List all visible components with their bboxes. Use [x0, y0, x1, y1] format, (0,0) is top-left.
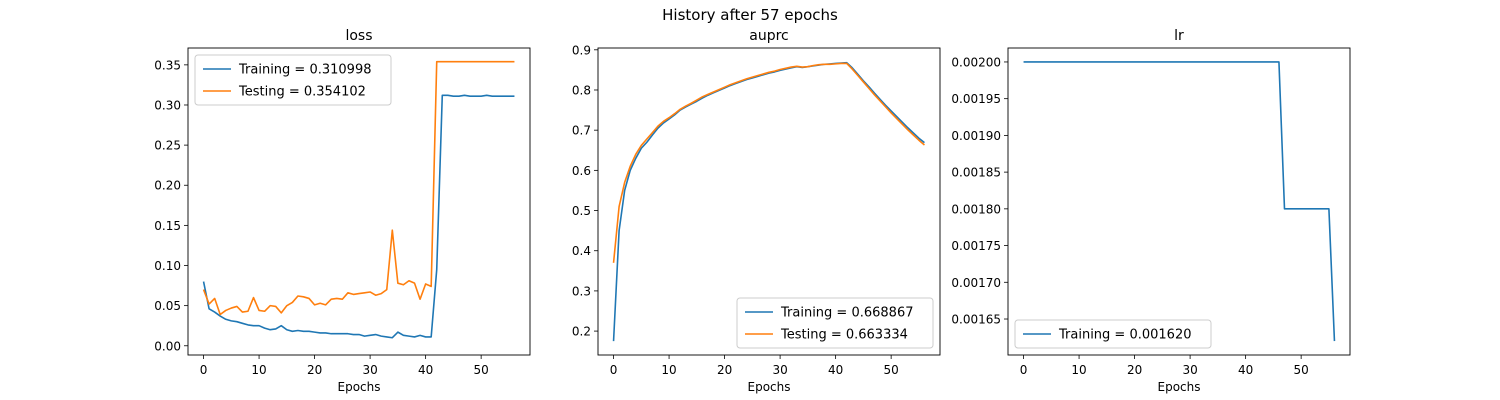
- y-tick-label: 0.00175: [951, 239, 1001, 253]
- plot-frame: [597, 47, 941, 356]
- x-tick-label: 50: [884, 363, 899, 377]
- y-tick-label: 0.00190: [951, 129, 1001, 143]
- y-tick-label: 0.8: [572, 83, 591, 97]
- y-tick-label: 0.00180: [951, 202, 1001, 216]
- legend-box: [736, 297, 934, 349]
- legend: Training = 0.310998 Testing = 0.354102: [194, 54, 392, 106]
- y-tick-label: 0.15: [154, 219, 181, 233]
- chart-title: auprc: [749, 28, 788, 44]
- legend-entry-label: Training = 0.668867: [780, 306, 913, 321]
- plot-frame: [1007, 47, 1351, 356]
- y-tick-label: 0.35: [154, 58, 181, 72]
- chart-panel-loss: loss 0 10 20 30 40 50 0.00 0.05 0.10 0.15 0.20 0.25 0…: [154, 28, 531, 394]
- x-tick-label: 10: [661, 363, 676, 377]
- chart-panel-lr: lr 0 10 20 30 40 50 0.00165 0.00170 0.00175 0.0018…: [951, 28, 1351, 394]
- y-tick-label: 0.00195: [951, 92, 1001, 106]
- x-tick-label: 50: [474, 363, 489, 377]
- y-tick-label: 0.10: [154, 259, 181, 273]
- y-tick-label: 0.30: [154, 98, 181, 112]
- y-tick-label: 0.9: [572, 43, 591, 57]
- legend: Training = 0.668867 Testing = 0.663334: [736, 297, 934, 349]
- x-tick-label: 10: [1071, 363, 1086, 377]
- series-line-training: [1023, 61, 1336, 342]
- x-tick-label: 0: [1020, 363, 1028, 377]
- series-line-training: [202, 94, 515, 339]
- x-tick-label: 0: [200, 363, 208, 377]
- y-tick-label: 0.3: [572, 284, 591, 298]
- y-tick-label: 0.00200: [951, 55, 1001, 69]
- y-tick-label: 0.05: [154, 299, 181, 313]
- figure-suptitle: History after 57 epochs: [662, 6, 838, 24]
- chart-title: loss: [345, 28, 372, 44]
- x-tick-label: 20: [1127, 363, 1142, 377]
- x-tick-label: 40: [418, 363, 433, 377]
- x-tick-label: 0: [610, 363, 618, 377]
- legend-entry-label: Training = 0.001620: [1058, 328, 1191, 343]
- chart-panel-auprc: auprc 0 10 20 30 40 50 0.2 0.3 0.4 0.5 0.6 0.7 0.8 0.9…: [572, 28, 941, 394]
- x-tick-label: 40: [828, 363, 843, 377]
- legend-box: [1014, 319, 1212, 349]
- x-tick-label: 10: [251, 363, 266, 377]
- y-tick-label: 0.20: [154, 179, 181, 193]
- x-tick-label: 30: [1182, 363, 1197, 377]
- x-tick-label: 40: [1238, 363, 1253, 377]
- y-tick-label: 0.00170: [951, 276, 1001, 290]
- x-tick-label: 20: [717, 363, 732, 377]
- x-axis-label: Epochs: [748, 380, 791, 394]
- y-tick-label: 0.00185: [951, 166, 1001, 180]
- x-tick-label: 50: [1294, 363, 1309, 377]
- legend-entry-label: Testing = 0.663334: [780, 328, 908, 343]
- y-tick-label: 0.25: [154, 139, 181, 153]
- legend-box: [194, 54, 392, 106]
- x-axis-label: Epochs: [338, 380, 381, 394]
- legend-entry-label: Testing = 0.354102: [238, 85, 366, 100]
- x-tick-label: 30: [362, 363, 377, 377]
- series-line-testing: [202, 60, 515, 316]
- y-tick-label: 0.7: [572, 124, 591, 138]
- chart-title: lr: [1174, 28, 1184, 44]
- x-tick-label: 30: [772, 363, 787, 377]
- x-tick-label: 20: [307, 363, 322, 377]
- y-tick-label: 0.2: [572, 325, 591, 339]
- series-line-testing: [612, 62, 925, 263]
- y-tick-label: 0.5: [572, 204, 591, 218]
- y-tick-label: 0.6: [572, 164, 591, 178]
- y-tick-label: 0.4: [572, 244, 591, 258]
- legend-entry-label: Training = 0.310998: [238, 63, 371, 78]
- y-tick-label: 0.00165: [951, 313, 1001, 327]
- plot-frame: [187, 47, 531, 356]
- y-tick-label: 0.00: [154, 339, 181, 353]
- legend: Training = 0.001620: [1014, 319, 1212, 349]
- x-axis-label: Epochs: [1158, 380, 1201, 394]
